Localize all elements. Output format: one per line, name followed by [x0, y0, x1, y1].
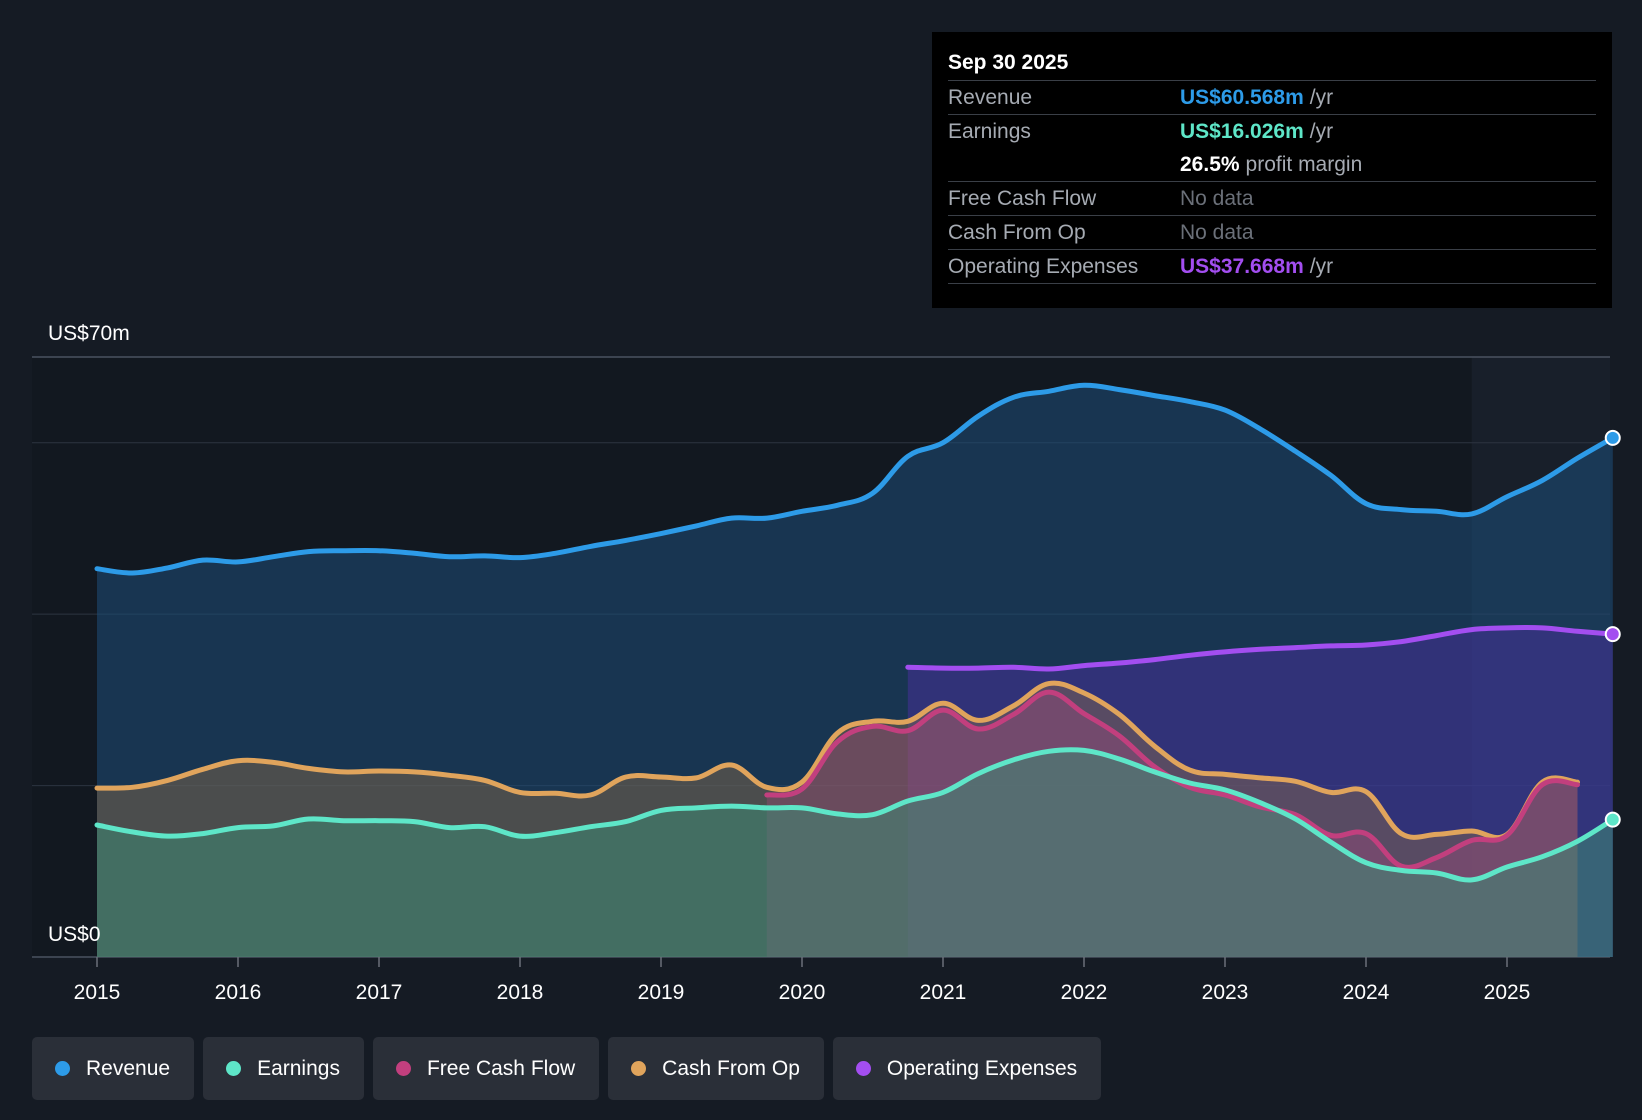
x-tick-label: 2022 [1061, 981, 1108, 1004]
series-end-markers [1604, 429, 1621, 828]
legend-item-earnings[interactable]: Earnings [203, 1037, 364, 1100]
tooltip-unit: /yr [1309, 254, 1334, 278]
legend-dot-icon [855, 1061, 871, 1076]
y-axis-top-label: US$70m [48, 322, 130, 345]
x-tick-label: 2020 [779, 981, 826, 1004]
legend-dot-icon [631, 1061, 647, 1076]
legend-label: Earnings [257, 1056, 340, 1080]
x-tick-label: 2018 [497, 981, 544, 1004]
x-tick-label: 2015 [74, 981, 121, 1004]
cash-from-op-line [94, 680, 1580, 841]
tooltip-row-operating-expenses: Operating Expenses US$37.668m /yr [948, 250, 1596, 284]
tooltip-label: Operating Expenses [948, 254, 1139, 278]
earnings-area [97, 749, 1613, 957]
legend-dot-icon [226, 1061, 242, 1076]
tooltip-row-profit-margin: 26.5% profit margin [948, 148, 1596, 182]
y-axis-bottom-label: US$0 [48, 923, 101, 946]
operating-expenses-end-marker [1604, 626, 1621, 643]
legend-item-operating-expenses[interactable]: Operating Expenses [832, 1037, 1102, 1100]
revenue-end-marker [1604, 429, 1621, 446]
tooltip-unit: /yr [1309, 119, 1334, 143]
tooltip-label: Free Cash Flow [948, 186, 1097, 210]
tooltip-row-revenue: Revenue US$60.568m /yr [948, 81, 1596, 115]
chart-legend: Revenue Earnings Free Cash Flow Cash Fro… [32, 1037, 1102, 1100]
tooltip-label: Earnings [948, 119, 1031, 143]
tooltip-row-earnings: Earnings US$16.026m /yr [948, 115, 1596, 148]
x-tick-label: 2017 [356, 981, 403, 1004]
tooltip-unit: /yr [1309, 85, 1334, 109]
tooltip-value: US$37.668m [1180, 254, 1304, 278]
revenue-line [94, 382, 1616, 576]
x-tick-label: 2025 [1484, 981, 1531, 1004]
legend-item-free-cash-flow[interactable]: Free Cash Flow [372, 1037, 600, 1100]
x-tick-label: 2016 [215, 981, 262, 1004]
legend-label: Operating Expenses [886, 1056, 1078, 1080]
tooltip-row-cash-from-op: Cash From Op No data [948, 216, 1596, 250]
tooltip-date: Sep 30 2025 [948, 46, 1596, 81]
legend-label: Revenue [86, 1056, 171, 1080]
series-lines [94, 382, 1616, 883]
tooltip-value: US$16.026m [1180, 119, 1304, 143]
tooltip-value: No data [1180, 186, 1254, 210]
x-tick-label: 2024 [1343, 981, 1390, 1004]
tooltip-row-free-cash-flow: Free Cash Flow No data [948, 182, 1596, 216]
earnings-line [94, 747, 1616, 883]
x-tick-label: 2021 [920, 981, 967, 1004]
legend-item-cash-from-op[interactable]: Cash From Op [608, 1037, 824, 1100]
tooltip-label: Cash From Op [948, 220, 1086, 244]
legend-label: Free Cash Flow [426, 1056, 576, 1080]
tooltip-value: No data [1180, 220, 1254, 244]
earnings-end-marker [1604, 811, 1621, 828]
tooltip-value: 26.5% [1180, 152, 1240, 176]
legend-dot-icon [395, 1061, 411, 1076]
legend-label: Cash From Op [662, 1056, 800, 1080]
legend-item-revenue[interactable]: Revenue [32, 1037, 195, 1100]
tooltip-label: Revenue [948, 85, 1033, 109]
tooltip-value: US$60.568m [1180, 85, 1304, 109]
x-axis-ticks: 2015 2016 2017 2018 2019 2020 2021 2022 2023 2024… [74, 957, 1531, 1004]
legend-dot-icon [55, 1061, 70, 1076]
operating-expenses-line [905, 624, 1616, 672]
x-tick-label: 2019 [638, 981, 685, 1004]
x-tick-label: 2023 [1202, 981, 1249, 1004]
tooltip-unit: profit margin [1245, 152, 1363, 176]
data-tooltip: Sep 30 2025 Revenue US$60.568m /yr Earni… [932, 32, 1612, 308]
